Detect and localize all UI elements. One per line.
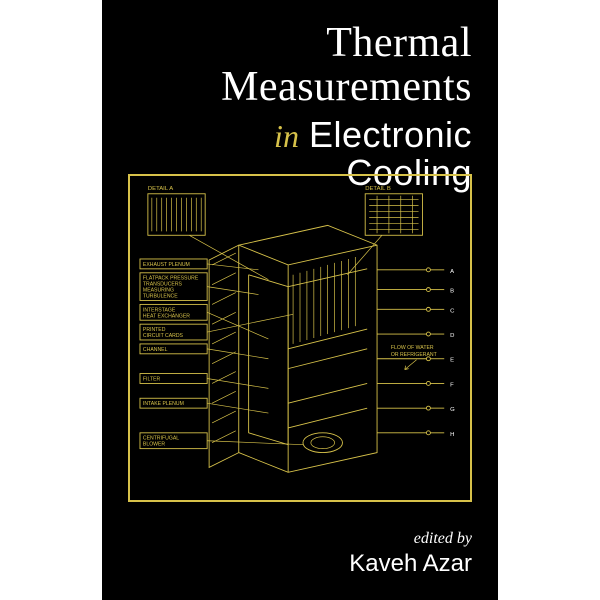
subtitle-row: in Electronic	[128, 114, 472, 156]
card-slots	[293, 257, 355, 344]
lbl-pcc-2: CIRCUIT CARDS	[143, 333, 184, 339]
book-cover: Thermal Measurements inElectronic Coolin…	[102, 0, 498, 600]
lbl-channel: CHANNEL	[143, 347, 168, 353]
left-labels: EXHAUST PLENUM FLATPACK PRESSURE TRANSDU…	[140, 259, 303, 449]
lbl-interstage-2: HEAT EXCHANGER	[143, 313, 190, 319]
probe-g: G	[450, 407, 455, 413]
flow-label-1: FLOW OF WATER	[391, 345, 434, 351]
edited-by-label: edited by	[349, 530, 472, 548]
cabinet-iso	[209, 225, 377, 472]
title-line-1: Thermal	[128, 22, 472, 64]
title-line-2: Measurements	[128, 66, 472, 108]
probe-h: H	[450, 432, 454, 438]
probe-a: A	[450, 269, 454, 275]
probe-d: D	[450, 333, 454, 339]
detail-b-label: DETAIL B	[365, 186, 391, 192]
diagram-frame: DETAIL A DETAIL B	[128, 174, 472, 502]
editor-name: Kaveh Azar	[349, 550, 472, 578]
flow-label-2: OR REFRIGERANT	[391, 352, 438, 358]
lbl-filter: FILTER	[143, 376, 161, 382]
title-block: Thermal Measurements inElectronic Coolin…	[128, 22, 472, 194]
title-in: in	[274, 118, 299, 154]
probe-f: F	[450, 382, 454, 388]
probe-b: B	[450, 289, 454, 295]
title-line-3: Electronic	[309, 114, 472, 155]
probe-c: C	[450, 308, 455, 314]
page-container: Thermal Measurements inElectronic Coolin…	[0, 0, 600, 600]
probe-e: E	[450, 358, 454, 364]
technical-diagram: DETAIL A DETAIL B	[130, 176, 470, 500]
lbl-flatpack-4: TURBULENCE	[143, 294, 178, 300]
lbl-blower-2: BLOWER	[143, 442, 166, 448]
byline: edited by Kaveh Azar	[349, 530, 472, 578]
detail-a-label: DETAIL A	[148, 186, 173, 192]
lbl-exhaust: EXHAUST PLENUM	[143, 262, 190, 268]
lbl-intake: INTAKE PLENUM	[143, 401, 184, 407]
